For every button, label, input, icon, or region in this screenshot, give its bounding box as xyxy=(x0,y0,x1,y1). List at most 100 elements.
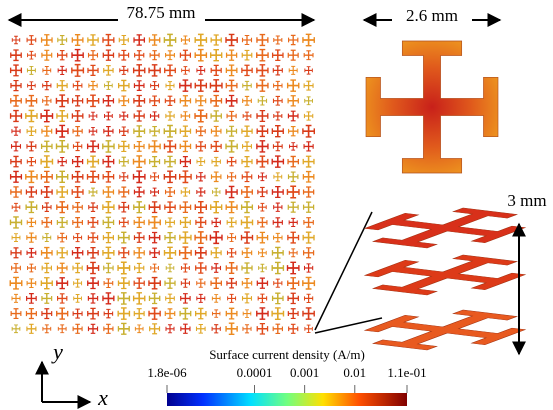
unit-cross xyxy=(87,308,99,320)
unit-cross xyxy=(304,263,313,272)
unit-cross xyxy=(257,187,267,197)
unit-cross xyxy=(211,172,222,183)
unit-cross xyxy=(303,156,315,168)
unit-cross xyxy=(72,217,83,228)
unit-cross xyxy=(42,217,53,228)
unit-cross xyxy=(195,262,206,273)
unit-cross xyxy=(164,125,177,138)
unit-cross xyxy=(149,156,160,167)
unit-cross xyxy=(241,125,252,136)
unit-cross xyxy=(72,186,84,198)
unit-cross xyxy=(87,262,100,275)
unit-cross xyxy=(102,156,114,168)
page: {"diagram": {"array_width": "78.75 mm", … xyxy=(0,0,553,410)
unit-cross xyxy=(102,140,115,153)
unit-cross xyxy=(273,324,283,334)
unit-cross xyxy=(164,201,176,213)
unit-cross xyxy=(27,66,36,75)
unit-cross xyxy=(196,141,206,151)
unit-cross xyxy=(58,66,67,75)
colorbar-tick-label: 1.8e-06 xyxy=(147,365,187,380)
unit-cross xyxy=(226,80,238,92)
unit-cross xyxy=(287,186,300,199)
unit-cross xyxy=(211,34,222,45)
unit-cross xyxy=(73,309,83,319)
unit-cross xyxy=(88,293,98,303)
unit-cross xyxy=(10,49,22,61)
unit-cross xyxy=(180,125,191,136)
unit-cross xyxy=(164,140,176,152)
unit-cross xyxy=(194,110,207,123)
unit-cross xyxy=(289,248,298,257)
unit-cross xyxy=(25,110,38,123)
unit-cross xyxy=(73,142,82,151)
unit-cross xyxy=(273,111,282,120)
unit-cross xyxy=(103,171,115,183)
unit-cross xyxy=(227,217,237,227)
unit-cross xyxy=(288,308,299,319)
unit-cross xyxy=(71,49,84,62)
unit-cross xyxy=(165,324,174,333)
unit-cross xyxy=(118,232,130,244)
unit-cross xyxy=(27,35,37,45)
unit-cross xyxy=(26,95,38,107)
unit-cross xyxy=(211,126,222,137)
unit-cross xyxy=(134,232,145,243)
unit-cross xyxy=(42,263,52,273)
unit-cross xyxy=(256,110,268,122)
unit-cross xyxy=(133,34,145,46)
unit-cross xyxy=(133,155,146,168)
unit-cross xyxy=(242,248,252,258)
unit-cross xyxy=(164,64,176,76)
unit-cross xyxy=(150,188,159,197)
unit-cross xyxy=(212,218,221,227)
unit-cross xyxy=(118,323,130,335)
unit-cross xyxy=(57,35,67,45)
unit-cross xyxy=(256,34,268,46)
unit-cross xyxy=(179,231,192,244)
unit-cross xyxy=(41,171,53,183)
unit-cross xyxy=(179,246,192,259)
unit-cross xyxy=(164,170,177,183)
unit-cross xyxy=(10,156,22,168)
unit-cross xyxy=(196,279,205,288)
unit-cross xyxy=(11,127,20,136)
unit-cross xyxy=(117,262,130,275)
unit-cross xyxy=(164,247,176,259)
unit-cross xyxy=(11,263,21,273)
unit-cross xyxy=(88,217,99,228)
unit-cross xyxy=(242,171,253,182)
unit-cross xyxy=(179,170,192,183)
unit-cross xyxy=(73,279,82,288)
unit-cross xyxy=(26,293,37,304)
unit-cross xyxy=(257,232,269,244)
unit-cross xyxy=(40,110,53,123)
unit-cross xyxy=(165,96,175,106)
unit-cross xyxy=(150,50,160,60)
unit-cross xyxy=(258,96,267,105)
unit-cross xyxy=(41,293,52,304)
unit-cross xyxy=(241,201,253,213)
unit-cross xyxy=(118,187,129,198)
unit-cross xyxy=(287,262,300,275)
unit-cross xyxy=(26,232,36,242)
unit-cross xyxy=(56,125,69,138)
unit-cross xyxy=(288,202,299,213)
unit-cross xyxy=(118,80,130,92)
unit-cross xyxy=(41,126,52,137)
unit-cross xyxy=(57,263,68,274)
unit-cross xyxy=(243,309,252,318)
unit-cross xyxy=(149,323,160,334)
y-axis-label: y xyxy=(51,339,63,364)
unit-cross xyxy=(57,80,68,91)
colorbar-ticks: 1.8e-060.00010.0010.011.1e-01 xyxy=(147,365,426,393)
unit-cross xyxy=(271,307,284,320)
unit-cross xyxy=(272,247,284,259)
unit-cross xyxy=(133,125,145,137)
unit-cross xyxy=(117,307,130,320)
unit-cross xyxy=(87,156,99,168)
unit-cross xyxy=(180,50,191,61)
unit-cross xyxy=(150,264,159,273)
unit-cross xyxy=(304,66,312,74)
unit-cross xyxy=(225,140,238,153)
